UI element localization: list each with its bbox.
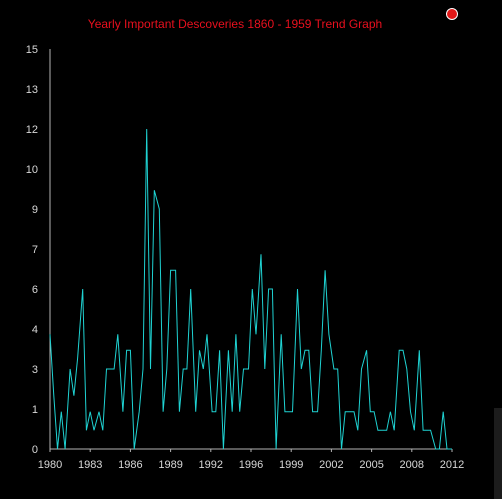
y-tick-label: 0 (32, 444, 38, 456)
y-tick-label: 15 (26, 44, 38, 56)
x-tick-label: 2005 (359, 459, 383, 471)
y-tick-label: 6 (32, 284, 38, 296)
y-tick-label: 3 (32, 364, 38, 376)
window-edge (494, 408, 502, 499)
x-tick-label: 1986 (118, 459, 142, 471)
series-line (49, 128, 452, 450)
y-tick-label: 7 (32, 244, 38, 256)
y-tick-label: 12 (26, 124, 38, 136)
x-tick-label: 1996 (239, 459, 263, 471)
x-tick-label: 2012 (440, 459, 464, 471)
y-tick-label: 1 (32, 404, 38, 416)
x-tick-label: 1980 (38, 459, 62, 471)
y-tick-label: 9 (32, 204, 38, 216)
x-tick-label: 1992 (199, 459, 223, 471)
x-tick-label: 1999 (279, 459, 303, 471)
x-tick-label: 2002 (319, 459, 343, 471)
chart-title: Yearly Important Descoveries 1860 - 1959… (87, 17, 383, 31)
y-tick-label: 4 (32, 324, 38, 336)
x-tick-label: 2008 (400, 459, 424, 471)
x-tick-label: 1989 (158, 459, 182, 471)
x-tick-label: 1983 (78, 459, 102, 471)
y-tick-label: 13 (26, 84, 38, 96)
y-tick-label: 10 (26, 164, 38, 176)
record-dot-icon[interactable] (446, 8, 458, 20)
